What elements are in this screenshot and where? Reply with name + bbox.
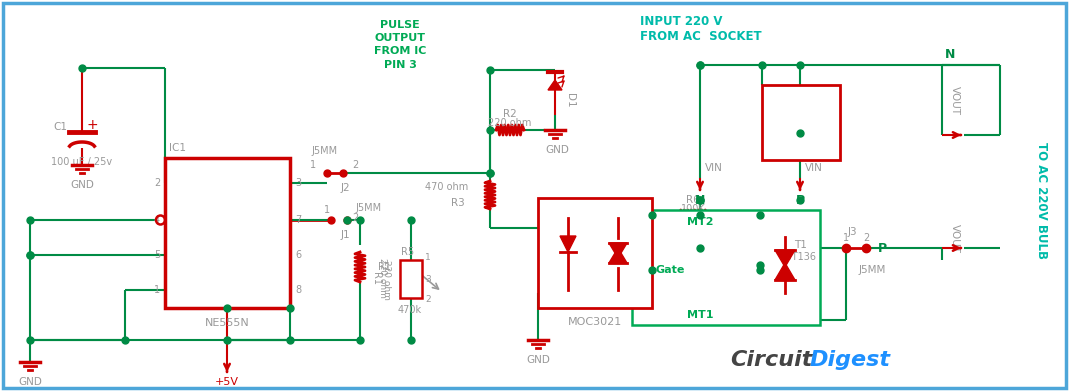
Text: R1: R1	[378, 262, 391, 272]
Text: Gate: Gate	[655, 265, 684, 275]
Text: R: R	[189, 213, 197, 226]
Text: 8: 8	[295, 285, 301, 295]
Text: 3: 3	[295, 178, 301, 188]
Text: MT1: MT1	[686, 310, 713, 320]
Text: J5MM: J5MM	[312, 146, 338, 156]
Text: MT2: MT2	[686, 217, 713, 227]
Text: IC1: IC1	[169, 143, 186, 153]
Text: 2: 2	[793, 125, 801, 135]
Text: THR: THR	[224, 249, 249, 262]
Text: GND: GND	[526, 355, 549, 365]
Text: R6: R6	[686, 195, 700, 205]
Polygon shape	[548, 80, 562, 90]
Text: Digest: Digest	[810, 350, 890, 370]
Text: Circuit: Circuit	[730, 350, 812, 370]
Polygon shape	[609, 243, 628, 258]
Text: 100K: 100K	[681, 204, 706, 214]
Text: T1: T1	[793, 240, 806, 250]
Polygon shape	[775, 263, 795, 280]
Bar	[762, 85, 840, 160]
Text: 4: 4	[641, 288, 647, 298]
Text: VIN: VIN	[805, 163, 823, 173]
Text: GND: GND	[71, 180, 94, 190]
Text: 1: 1	[310, 160, 316, 170]
Text: TO AC 220V BULB: TO AC 220V BULB	[1036, 142, 1049, 258]
Text: 2: 2	[352, 213, 358, 223]
Text: C1: C1	[53, 122, 67, 132]
Text: 6: 6	[295, 250, 301, 260]
Text: N: N	[695, 194, 706, 206]
Text: 3: 3	[425, 274, 431, 283]
Text: V+: V+	[228, 283, 246, 296]
Text: 1: 1	[154, 285, 160, 295]
Text: 1: 1	[543, 211, 549, 221]
Text: 100 uF / 25v: 100 uF / 25v	[51, 157, 112, 167]
Text: 1: 1	[425, 253, 431, 262]
Text: 6: 6	[641, 211, 647, 221]
Text: VIN: VIN	[704, 163, 723, 173]
Text: DIS: DIS	[227, 213, 247, 226]
Text: 2: 2	[352, 160, 358, 170]
Text: U1: U1	[539, 203, 553, 213]
Text: 220 ohm: 220 ohm	[489, 118, 531, 128]
Bar	[632, 210, 820, 325]
Text: 5: 5	[154, 250, 160, 260]
Polygon shape	[560, 236, 576, 252]
Text: 2: 2	[425, 294, 431, 303]
Text: 2: 2	[863, 233, 869, 243]
Text: VOUT: VOUT	[950, 86, 960, 115]
Text: 7: 7	[295, 215, 301, 225]
Text: J1: J1	[340, 230, 350, 240]
Text: D1: D1	[566, 93, 575, 107]
Text: FROM AC  SOCKET: FROM AC SOCKET	[640, 30, 761, 43]
Text: R5: R5	[402, 247, 415, 257]
Text: Q: Q	[232, 176, 242, 190]
Text: P: P	[878, 242, 886, 255]
Text: GND: GND	[180, 283, 206, 296]
Text: 1: 1	[843, 233, 849, 243]
Text: 1: 1	[793, 102, 801, 112]
Text: MOC3021: MOC3021	[568, 317, 622, 327]
Text: +: +	[87, 118, 97, 132]
Text: GND: GND	[18, 377, 42, 387]
Text: CV: CV	[185, 249, 201, 262]
Text: N: N	[945, 48, 956, 61]
Text: J5MM: J5MM	[355, 203, 382, 213]
Text: NE555N: NE555N	[204, 318, 249, 328]
Text: 1: 1	[324, 205, 330, 215]
Text: +5V: +5V	[215, 377, 239, 387]
Text: R4: R4	[686, 250, 700, 260]
Text: PULSE
OUTPUT
FROM IC
PIN 3: PULSE OUTPUT FROM IC PIN 3	[374, 20, 427, 70]
Polygon shape	[775, 250, 795, 267]
Text: 2: 2	[154, 178, 160, 188]
FancyBboxPatch shape	[3, 3, 1066, 388]
Text: 2: 2	[543, 288, 549, 298]
Text: GND: GND	[545, 145, 569, 155]
Text: P: P	[795, 194, 805, 206]
Bar	[165, 158, 290, 308]
Text: TR: TR	[185, 176, 201, 190]
Text: 4: 4	[154, 215, 160, 225]
Text: J5MM: J5MM	[858, 265, 886, 275]
Bar	[400, 260, 422, 298]
Text: 220 ohm: 220 ohm	[378, 258, 387, 298]
Text: J3: J3	[848, 227, 857, 237]
Text: INPUT 220 V: INPUT 220 V	[640, 15, 723, 28]
Text: R3: R3	[451, 198, 465, 208]
Text: 220 ohm: 220 ohm	[382, 260, 390, 300]
Text: 470k: 470k	[398, 305, 422, 315]
Text: R2: R2	[503, 109, 517, 119]
Text: 470 ohm: 470 ohm	[424, 182, 468, 192]
Text: J2: J2	[340, 183, 350, 193]
Text: 100K: 100K	[681, 259, 706, 269]
Text: VOUT: VOUT	[950, 224, 960, 253]
Text: R1: R1	[371, 272, 381, 285]
Text: BT136: BT136	[785, 252, 816, 262]
Bar	[538, 198, 652, 308]
Polygon shape	[609, 248, 628, 263]
